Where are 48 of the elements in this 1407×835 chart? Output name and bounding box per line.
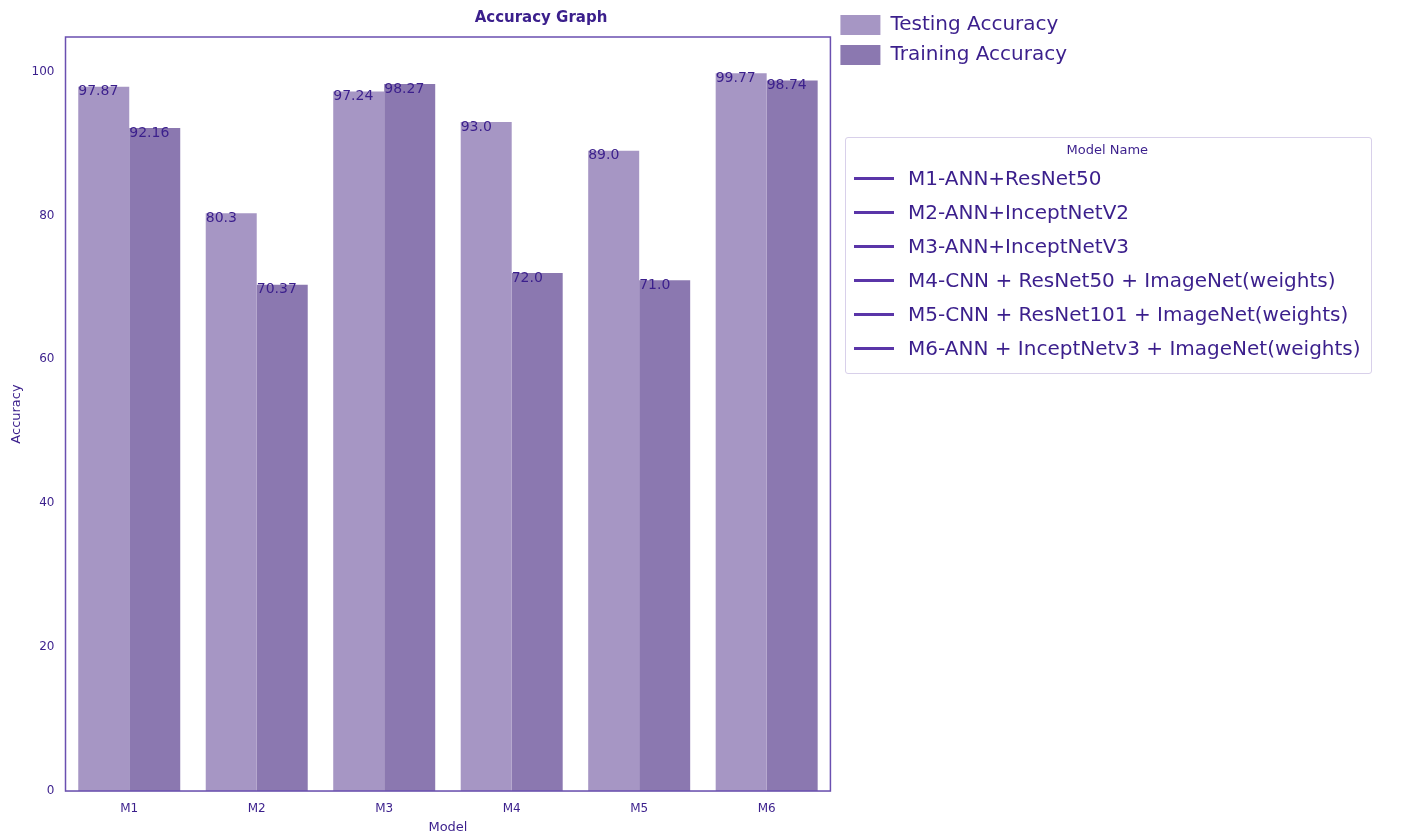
data-label: 99.77 [715,68,756,85]
text: M4-CNN + ResNet50 + ImageNet(weights) [908,268,1336,292]
legend-title: Model Name [1065,142,1150,157]
legend-label: Training Accuracy [889,41,1068,66]
bar [588,150,640,791]
data-label: 80.3 [205,208,237,225]
text: M3-ANN+InceptNetV3 [908,234,1130,258]
bar [384,83,436,791]
data-label: 71.0 [639,275,671,292]
x-axis-title: Model [428,818,468,834]
text: M1-ANN+ResNet50 [908,166,1102,190]
data-label: 97.87 [78,82,119,99]
chart-title: Accuracy Graph [474,7,608,26]
bar [256,284,308,791]
y-tick-label: 40 [39,495,55,510]
x-tick-label: M2 [247,801,266,816]
bar [333,91,385,791]
text: M5-CNN + ResNet101 + ImageNet(weights) [908,302,1349,326]
data-label: 98.74 [766,76,807,93]
x-tick-label: M5 [630,801,649,816]
text: M6-ANN + InceptNetv3 + ImageNet(weights) [908,336,1361,360]
bar [460,121,512,791]
bar [78,86,130,791]
bar [766,80,818,791]
x-tick-label: M1 [120,801,139,816]
bar [715,73,767,791]
x-tick-label: M6 [757,801,776,816]
bar [639,280,691,791]
y-tick-label: 100 [31,63,55,78]
y-axis-title: Accuracy [8,384,24,444]
data-label: 70.37 [256,280,297,297]
y-tick-label: 80 [39,207,55,222]
legend-label: Testing Accuracy [889,11,1059,36]
data-label: 93.0 [460,117,492,134]
x-tick-label: M4 [502,801,521,816]
data-label: 98.27 [384,79,425,96]
y-tick-label: 0 [46,783,55,798]
x-tick-label: M3 [375,801,394,816]
bar [511,272,563,791]
data-label: 92.16 [129,123,170,140]
data-label: 89.0 [588,146,620,163]
data-label: 97.24 [333,87,374,104]
bar [129,127,181,791]
text: M2-ANN+InceptNetV2 [908,200,1130,224]
y-tick-label: 20 [39,639,55,654]
bar [205,213,257,791]
data-label: 72.0 [511,268,543,285]
y-tick-label: 60 [39,351,55,366]
